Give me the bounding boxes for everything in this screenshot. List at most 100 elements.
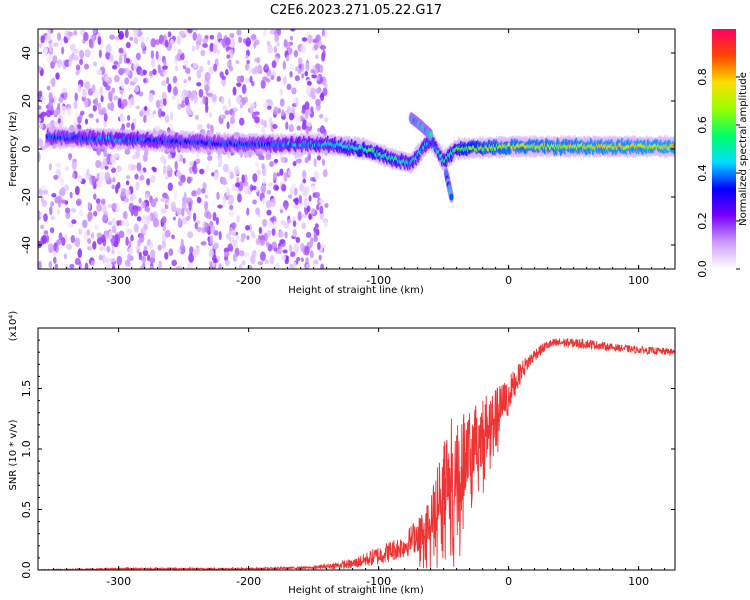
noise-speckle: [305, 62, 310, 72]
noise-speckle: [164, 251, 169, 260]
noise-speckle: [128, 240, 132, 247]
noise-speckle: [225, 46, 232, 51]
noise-speckle: [46, 56, 52, 63]
noise-speckle: [247, 190, 252, 195]
noise-speckle: [47, 243, 54, 248]
noise-speckle: [126, 174, 131, 180]
noise-speckle: [125, 67, 130, 76]
noise-speckle: [176, 265, 183, 269]
noise-speckle: [49, 206, 53, 216]
noise-speckle: [104, 171, 111, 181]
noise-speckle: [270, 198, 276, 207]
noise-speckle: [90, 260, 95, 267]
snr-series-line: [38, 338, 675, 570]
y-tick-label: 0.5: [20, 501, 33, 519]
noise-speckle: [111, 249, 115, 255]
noise-speckle: [53, 174, 59, 180]
noise-speckle: [180, 174, 186, 183]
noise-speckle: [198, 124, 203, 130]
noise-speckle: [139, 265, 144, 269]
colorbar-tick-label: 0.4: [696, 164, 709, 182]
noise-speckle: [275, 262, 280, 269]
noise-speckle: [125, 180, 130, 186]
noise-speckle: [262, 177, 266, 185]
noise-speckle: [55, 162, 62, 168]
noise-speckle: [179, 244, 186, 255]
noise-speckle: [320, 263, 325, 269]
noise-speckle: [94, 97, 99, 107]
noise-speckle: [298, 194, 302, 204]
noise-speckle: [279, 239, 286, 244]
noise-speckle: [40, 95, 46, 105]
noise-speckle: [290, 251, 296, 258]
noise-speckle: [301, 170, 307, 179]
noise-speckle: [322, 169, 328, 178]
noise-speckle: [105, 257, 110, 263]
noise-speckle: [183, 60, 189, 67]
noise-speckle: [169, 111, 174, 121]
noise-speckle: [162, 98, 167, 106]
noise-speckle: [305, 86, 311, 96]
noise-speckle: [128, 84, 132, 91]
noise-speckle: [183, 78, 188, 84]
noise-speckle: [179, 103, 186, 108]
noise-speckle: [152, 167, 157, 173]
y-tick-label: 1.0: [20, 440, 33, 458]
noise-speckle: [225, 232, 232, 240]
snr-frame: [37, 327, 676, 571]
noise-speckle: [309, 87, 316, 96]
noise-speckle: [73, 49, 80, 55]
noise-speckle: [253, 101, 257, 109]
noise-speckle: [183, 90, 189, 96]
noise-speckle: [66, 107, 71, 117]
noise-speckle: [295, 236, 301, 243]
noise-speckle: [53, 256, 57, 264]
noise-speckle: [300, 44, 307, 54]
noise-speckle: [52, 42, 59, 47]
noise-speckle: [74, 92, 78, 102]
noise-speckle: [228, 65, 234, 72]
noise-speckle: [263, 29, 268, 35]
noise-speckle: [96, 172, 101, 180]
noise-speckle: [49, 42, 53, 53]
noise-speckle: [91, 175, 95, 186]
noise-speckle: [95, 159, 102, 169]
noise-speckle: [281, 115, 286, 120]
noise-speckle: [213, 242, 219, 250]
noise-speckle: [225, 259, 230, 267]
noise-speckle: [119, 115, 125, 123]
noise-speckle: [309, 250, 314, 259]
noise-speckle: [129, 196, 134, 202]
noise-speckle: [135, 105, 141, 110]
noise-speckle: [246, 59, 250, 65]
noise-speckle: [318, 254, 322, 261]
noise-speckle: [131, 164, 137, 171]
noise-speckle: [105, 43, 112, 54]
noise-speckle: [172, 86, 178, 96]
noise-speckle: [250, 230, 255, 239]
noise-speckle: [125, 188, 131, 197]
noise-speckle: [77, 248, 83, 259]
noise-speckle: [38, 123, 44, 130]
noise-speckle: [42, 189, 49, 195]
noise-speckle: [42, 234, 47, 245]
noise-speckle: [271, 228, 276, 236]
noise-speckle: [222, 163, 229, 173]
noise-speckle: [321, 52, 325, 62]
noise-speckle: [221, 96, 225, 105]
noise-speckle: [180, 52, 185, 61]
noise-speckle: [248, 66, 252, 76]
noise-speckle: [144, 193, 149, 199]
noise-speckle: [39, 211, 43, 218]
noise-speckle: [285, 121, 289, 130]
noise-speckle: [292, 261, 297, 269]
noise-speckle: [61, 87, 68, 93]
noise-speckle: [111, 217, 117, 227]
noise-speckle: [202, 43, 209, 48]
noise-speckle: [301, 222, 306, 230]
noise-speckle: [161, 91, 167, 101]
noise-speckle: [308, 212, 312, 221]
noise-speckle: [204, 194, 209, 199]
spectrogram-y-label: Frequency (Hz): [8, 111, 19, 187]
noise-speckle: [260, 79, 266, 89]
